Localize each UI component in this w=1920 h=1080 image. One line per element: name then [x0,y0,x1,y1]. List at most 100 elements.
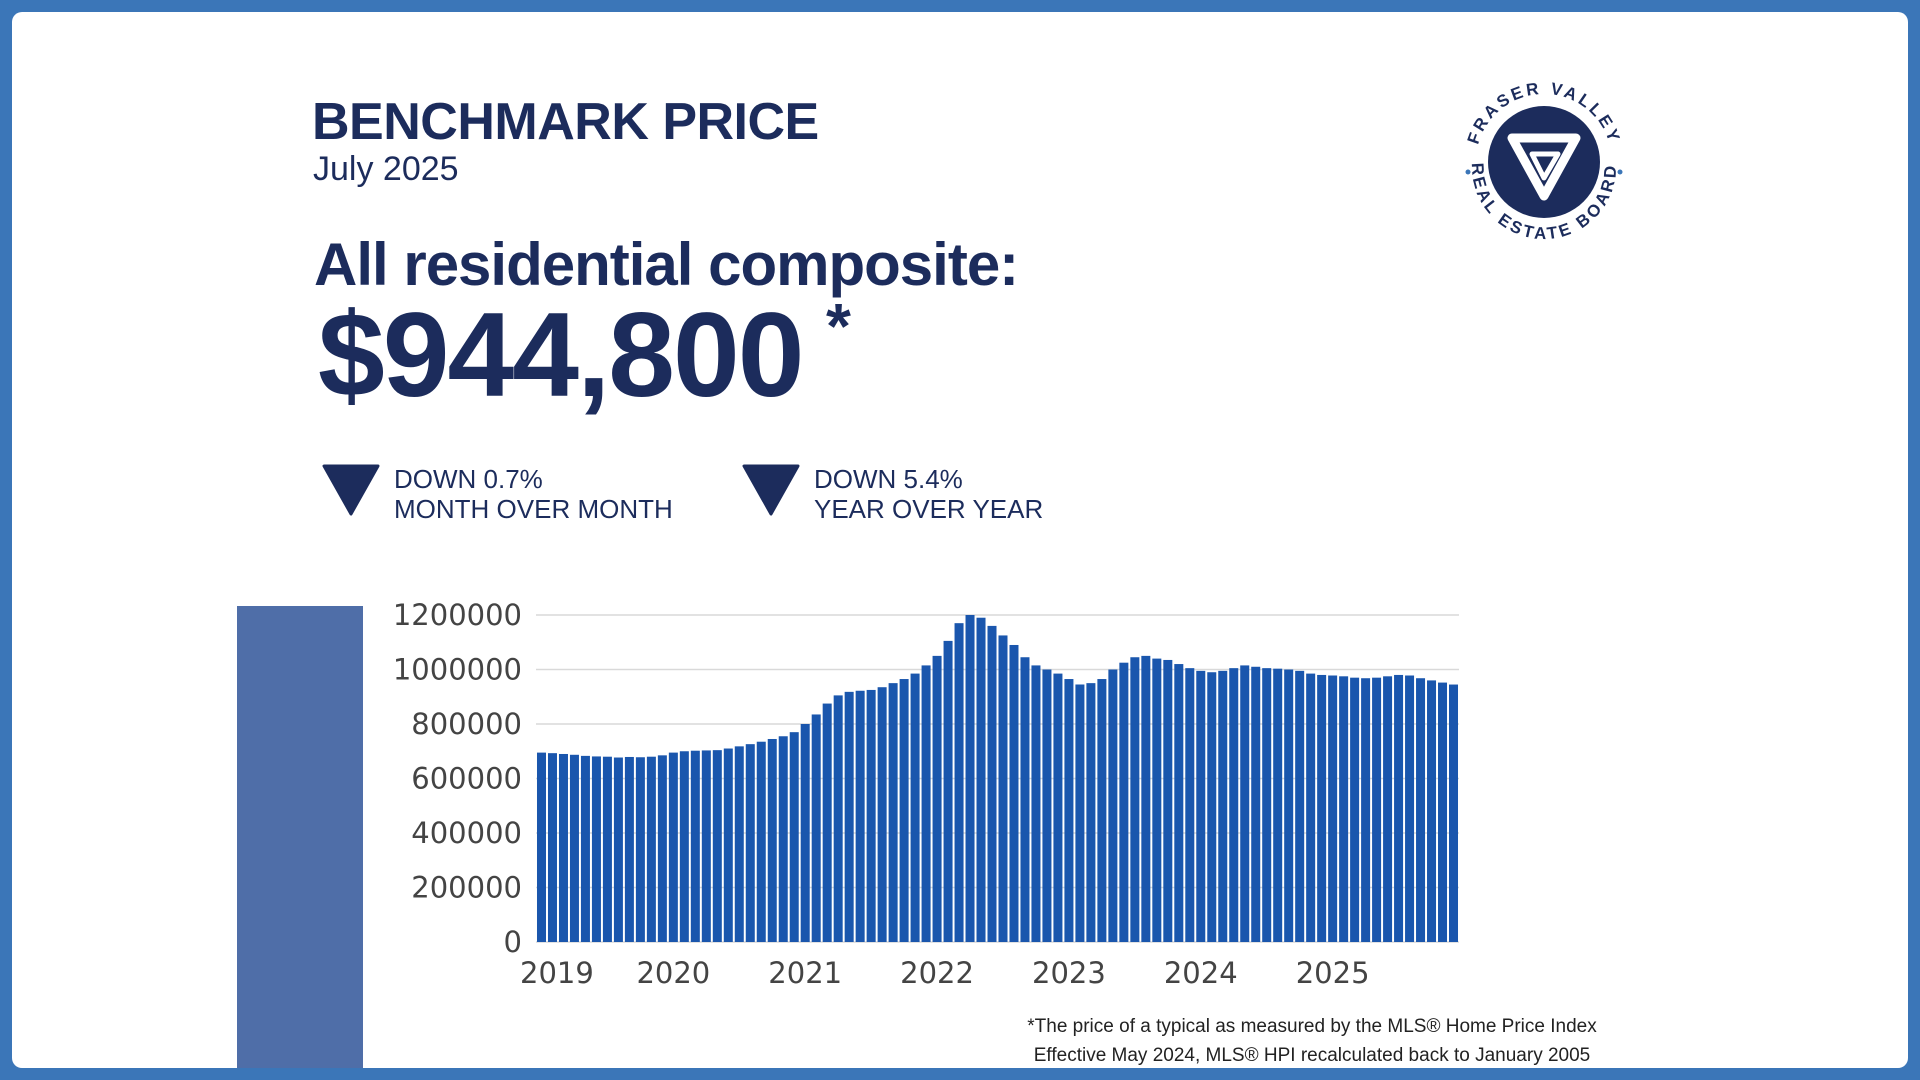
bar [635,757,645,942]
bar [1064,679,1074,942]
bar [547,753,557,942]
bar [536,752,546,942]
bar [1097,679,1107,942]
x-axis-ticks: 2019 2020 2021 2022 2023 2024 2025 [520,956,1370,990]
bar [602,756,612,942]
bar [811,714,821,942]
bar [1372,677,1382,942]
bar [723,748,733,942]
bar [822,703,832,942]
bar [778,736,788,942]
bar [591,756,601,942]
x-tick-label: 2019 [520,956,594,990]
bar [1108,669,1118,942]
bar [965,615,975,942]
y-tick-label: 0 [504,925,522,959]
y-tick-label: 1000000 [393,653,522,687]
bar [712,750,722,942]
bar [1350,677,1360,942]
bar [1240,665,1250,942]
bar [1405,675,1415,942]
bar [976,617,986,942]
bar [1152,658,1162,942]
bar [943,640,953,942]
bar [789,732,799,942]
month-over-month-change: DOWN 0.7% MONTH OVER MONTH [322,464,673,524]
bar [1075,684,1085,942]
bar [1086,683,1096,943]
bar [580,755,590,942]
footnote: *The price of a typical as measured by t… [962,1012,1662,1068]
x-tick-label: 2025 [1296,956,1370,990]
bar [1328,675,1338,942]
bar [613,757,623,942]
x-tick-label: 2024 [1164,956,1238,990]
y-axis-ticks: 0 200000 400000 600000 800000 1000000 1200000 [393,598,522,959]
bar [1009,644,1019,942]
y-tick-label: 600000 [411,762,522,796]
infographic-card: BENCHMARK PRICE July 2025 All residentia… [12,12,1908,1068]
bar [1218,670,1228,942]
bar [1262,668,1272,942]
bar [668,752,678,942]
bar [1383,676,1393,942]
bar [833,695,843,942]
bar [987,625,997,942]
bar [745,744,755,942]
fraser-valley-logo: FRASER VALLEY REAL ESTATE BOARD [1464,79,1623,243]
bar [1196,670,1206,942]
bar [1207,672,1217,942]
bar [1163,659,1173,942]
bar [932,655,942,943]
bar [877,687,887,942]
x-tick-label: 2022 [900,956,974,990]
decorative-side-bar [237,606,363,1068]
bar [734,746,744,942]
bar [1053,673,1063,942]
x-tick-label: 2020 [636,956,710,990]
bar [921,665,931,942]
bar [569,754,579,942]
chart-gridlines [536,614,1459,943]
bar [1273,668,1283,942]
composite-label: All residential composite: [314,231,1019,298]
footnote-line-1: *The price of a typical as measured by t… [1027,1016,1597,1037]
year-over-year-change: DOWN 5.4% YEAR OVER YEAR [742,464,1043,524]
x-tick-label: 2021 [768,956,842,990]
bar [888,683,898,943]
bar [1130,657,1140,942]
bar [1251,666,1261,942]
bar [1361,678,1371,942]
y-tick-label: 800000 [411,707,522,741]
down-triangle-icon [742,464,800,516]
bar [701,750,711,942]
bar [1306,673,1316,942]
page-title: BENCHMARK PRICE [312,93,819,151]
mom-change-label: MONTH OVER MONTH [394,494,673,524]
bar [855,690,865,942]
bar [558,753,568,942]
bar [1042,669,1052,942]
report-date: July 2025 [313,150,459,188]
bar [1229,668,1239,942]
bar [657,755,667,942]
bar [1295,670,1305,942]
y-tick-label: 200000 [411,871,522,905]
bar [910,673,920,942]
bar [1339,676,1349,942]
bar [954,623,964,942]
x-tick-label: 2023 [1032,956,1106,990]
benchmark-price: $944,800 [318,288,805,422]
down-triangle-icon [322,464,380,516]
bar [1416,678,1426,942]
chart-bars [536,615,1459,943]
bar [844,691,854,942]
bar [1141,655,1151,943]
bar [1317,674,1327,942]
bar [1185,668,1195,942]
benchmark-price-chart: 020000040000060000080000010000001200000 … [393,598,1459,990]
bar [690,750,700,942]
bar [1427,680,1437,942]
bar [1449,684,1459,942]
bar [1394,674,1404,942]
